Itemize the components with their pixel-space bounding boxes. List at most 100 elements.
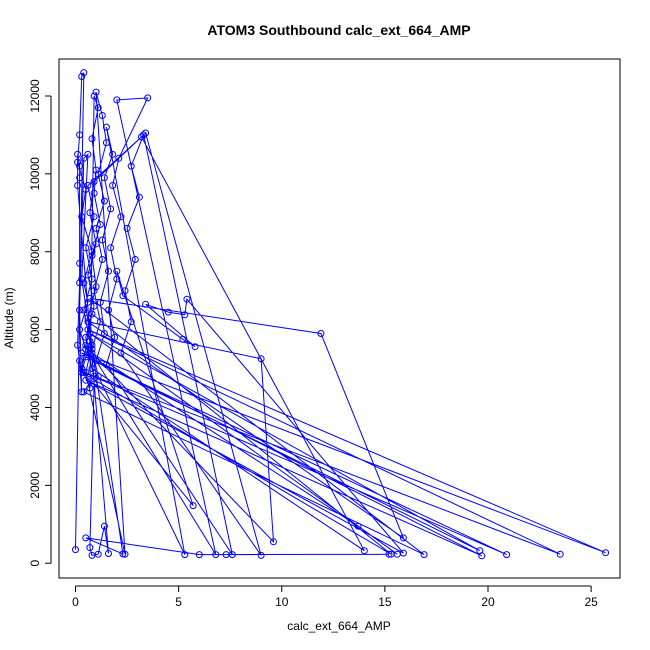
data-point [80,154,88,162]
data-point [105,267,112,275]
data-point [84,314,92,322]
data-point [78,365,86,372]
y-tick-label: 12000 [28,79,42,113]
data-point [119,292,127,300]
y-axis: 0 2000 4000 6000 8000 10000 12000 [28,79,52,567]
data-point [142,300,150,308]
x-tick-label: 10 [275,595,289,609]
data-point [123,224,131,232]
data-point [270,538,277,546]
data-point [127,318,135,326]
series-layer [72,69,610,560]
data-point [212,551,220,559]
data-point [385,550,393,558]
data-point [84,298,92,306]
data-point [179,335,187,343]
data-point [94,170,102,178]
data-point [76,326,84,334]
data-point [115,154,123,162]
data-point [80,279,88,287]
data-point [90,372,98,380]
data-point [107,205,115,213]
data-point [503,551,511,559]
x-axis: 0 5 10 15 20 25 [72,585,598,609]
data-point [82,534,90,542]
data-point [76,259,84,267]
data-point [88,310,96,318]
data-point [142,129,150,137]
data-point [82,353,90,361]
data-point [189,502,197,510]
data-point [113,96,121,104]
data-point [74,341,82,349]
data-point [140,131,148,139]
data-point [78,388,86,396]
data-point [98,236,106,244]
data-point [78,368,86,376]
data-point [84,318,92,326]
data-point [105,306,112,314]
data-point [72,546,79,554]
data-point [131,256,139,263]
data-point [82,341,90,349]
data-point [84,150,92,158]
data-point [127,162,135,170]
data-point [82,368,90,376]
data-point [88,349,96,357]
x-axis-label: calc_ext_664_AMP [287,619,390,633]
data-point [257,355,265,363]
data-point [76,131,84,139]
data-point [82,244,90,252]
data-point [92,283,100,291]
data-point [78,349,86,357]
data-point [86,544,94,552]
data-point [90,189,98,197]
data-point [88,135,96,143]
series-line [75,72,606,557]
data-point [86,294,94,302]
data-point [92,357,100,365]
data-point [80,388,88,396]
data-point [90,302,98,310]
data-point [317,330,325,337]
data-point [76,279,84,287]
data-point [74,182,82,189]
data-point [144,94,152,102]
data-point [135,193,143,201]
data-point [138,133,145,141]
data-point [86,330,94,337]
y-tick-label: 10000 [28,157,42,191]
y-tick-label: 4000 [28,394,42,421]
data-point [183,295,191,303]
data-point [94,104,102,112]
data-point [399,549,407,557]
data-point [109,150,117,158]
data-point [119,550,127,558]
data-point [90,178,98,186]
data-point [78,213,86,221]
data-point [191,343,199,351]
data-point [82,185,90,193]
data-point [86,337,94,345]
data-point [94,372,102,380]
data-point [76,357,84,365]
data-point [96,221,104,228]
data-point [90,92,98,100]
data-point [84,271,92,279]
data-point [80,69,88,77]
data-point [84,326,92,334]
data-point [100,197,108,205]
data-point [90,380,98,388]
y-tick-label: 2000 [28,472,42,499]
data-point [88,345,96,353]
data-point [86,384,94,392]
data-point [92,240,100,248]
data-point [111,333,119,341]
data-point [100,330,108,337]
data-point [98,256,106,263]
x-tick-label: 25 [584,595,598,609]
data-point [181,311,189,319]
x-tick-label: 20 [481,595,495,609]
data-point [420,551,428,559]
data-point [82,333,90,341]
